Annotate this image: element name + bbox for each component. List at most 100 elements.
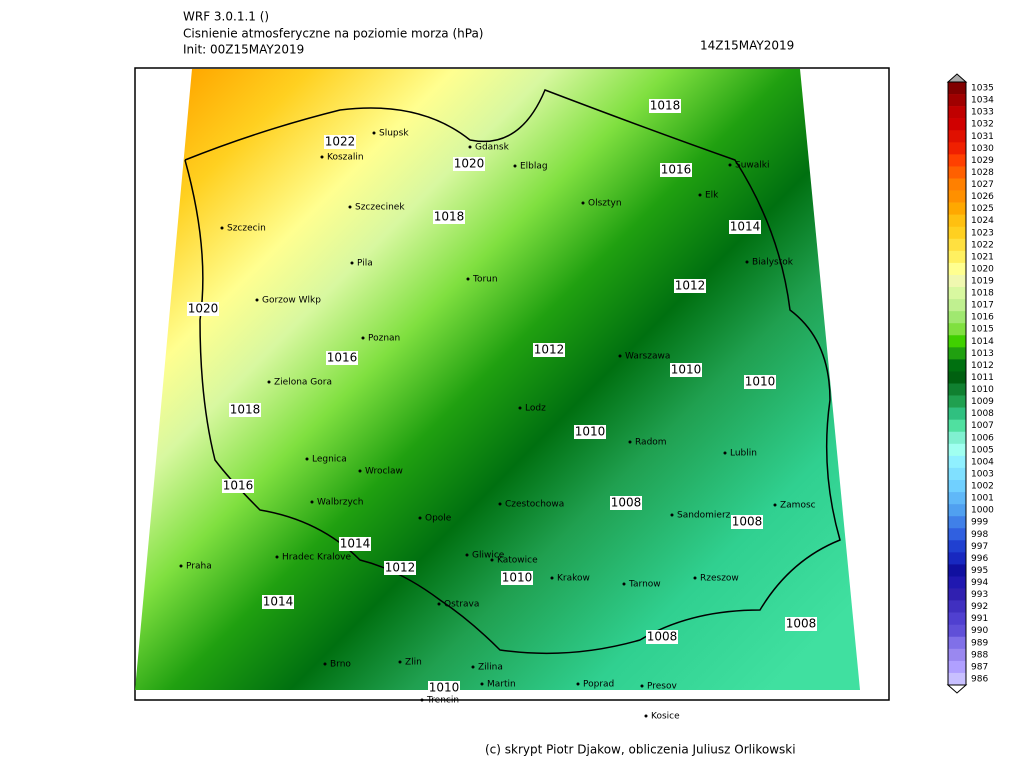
city-marker: [358, 469, 362, 473]
city-marker: [267, 380, 271, 384]
colorbar-cell: [948, 214, 966, 228]
colorbar-label: 1025: [971, 204, 994, 214]
city-marker: [418, 516, 422, 520]
colorbar-cell: [948, 492, 966, 505]
contour-label-box: [660, 163, 692, 177]
colorbar-label: 989: [971, 638, 988, 648]
contour-label-box: [453, 157, 485, 171]
colorbar-label: 1002: [971, 482, 994, 492]
colorbar-label: 1017: [971, 301, 994, 311]
colorbar-label: 988: [971, 650, 988, 660]
contour-label-box: [785, 617, 817, 631]
colorbar-label: 987: [971, 662, 988, 672]
city-label: Slupsk: [379, 129, 409, 139]
city-label: Bialystok: [752, 258, 794, 268]
city-marker: [465, 553, 469, 557]
colorbar-cell: [948, 130, 966, 143]
contour-label-box: [610, 496, 642, 510]
colorbar-label: 1032: [971, 120, 994, 130]
colorbar-label: 992: [971, 602, 988, 612]
colorbar-label: 991: [971, 614, 988, 624]
colorbar-cell: [948, 274, 966, 288]
colorbar-label: 1023: [971, 228, 994, 238]
city-label: Ostrava: [444, 600, 479, 610]
colorbar-cell: [948, 395, 966, 408]
colorbar-label: 999: [971, 518, 988, 528]
city-label: Zilina: [478, 663, 503, 673]
colorbar-cell: [948, 516, 966, 529]
colorbar-label: 994: [971, 578, 988, 588]
city-label: Lublin: [730, 449, 757, 459]
colorbar: 1035 1034 1033 1032 1031 1030 1029 1028 1027 1026…: [946, 73, 994, 694]
city-label: Praha: [186, 562, 212, 572]
colorbar-label: 1033: [971, 108, 994, 118]
city-marker: [350, 261, 354, 265]
city-label: Tarnow: [628, 580, 661, 590]
city-label: Legnica: [312, 455, 347, 465]
contour-label: 1022: [325, 135, 356, 149]
city-label: Szczecin: [227, 224, 266, 234]
city-label: Lodz: [525, 404, 546, 414]
city-label: Hradec Kralove: [282, 553, 351, 563]
contour-label: 1010: [745, 375, 776, 389]
contour-label-box: [187, 302, 219, 316]
contour-label-box: [744, 375, 776, 389]
colorbar-cell: [948, 238, 966, 252]
contour-label-box: [222, 479, 254, 493]
colorbar-label: 1009: [971, 397, 994, 407]
city-label: Pila: [357, 259, 373, 269]
contour-label-box: [646, 630, 678, 644]
contour-label-box: [574, 425, 606, 439]
colorbar-cell: [948, 82, 966, 95]
contour-label-box: [649, 99, 681, 113]
colorbar-bottom-arrow: [946, 684, 968, 694]
colorbar-label: 1013: [971, 349, 994, 359]
city-marker: [320, 155, 324, 159]
contour-label: 1010: [429, 681, 460, 695]
credits: (c) skrypt Piotr Djakow, obliczenia Juli…: [485, 743, 796, 757]
contour-label-box: [384, 561, 416, 575]
city-marker: [728, 163, 732, 167]
city-label: Katowice: [497, 556, 538, 566]
city-marker: [693, 576, 697, 580]
colorbar-label: 1021: [971, 252, 994, 262]
colorbar-cell: [948, 443, 966, 457]
contour-label: 1014: [730, 220, 761, 234]
city-marker: [581, 201, 585, 205]
city-label: Poprad: [583, 680, 614, 690]
colorbar-cell: [948, 660, 966, 674]
colorbar-label: 997: [971, 542, 988, 552]
contour-label: 1010: [575, 425, 606, 439]
colorbar-cell: [948, 576, 966, 589]
city-marker: [640, 684, 644, 688]
city-label: Opole: [425, 514, 452, 524]
colorbar-cell: [948, 407, 966, 420]
city-marker: [518, 406, 522, 410]
city-label: Kosice: [651, 712, 680, 722]
pressure-field: [135, 69, 860, 690]
city-marker: [255, 298, 259, 302]
city-label: Torun: [472, 275, 498, 285]
contour-label-box: [229, 403, 261, 417]
colorbar-label: 1004: [971, 457, 994, 467]
city-marker: [468, 145, 472, 149]
colorbar-label: 1001: [971, 494, 994, 504]
city-marker: [348, 205, 352, 209]
colorbar-cell: [948, 371, 966, 384]
city-marker: [723, 451, 727, 455]
model-label: WRF 3.0.1.1 (): [183, 10, 269, 24]
colorbar-outline: [947, 81, 967, 686]
city-marker: [745, 260, 749, 264]
contour-label-box: [533, 343, 565, 357]
contour-label: 1020: [188, 302, 219, 316]
colorbar-top-arrow: [946, 73, 968, 83]
colorbar-label: 990: [971, 626, 988, 636]
colorbar-cell: [948, 600, 966, 613]
colorbar-label: 1034: [971, 96, 994, 106]
contour-label: 1020: [454, 157, 485, 171]
contour-label-box: [324, 135, 356, 149]
contour-label: 1018: [230, 403, 261, 417]
contour-label-box: [674, 279, 706, 293]
colorbar-label: 1006: [971, 433, 994, 443]
colorbar-cell: [948, 552, 966, 565]
